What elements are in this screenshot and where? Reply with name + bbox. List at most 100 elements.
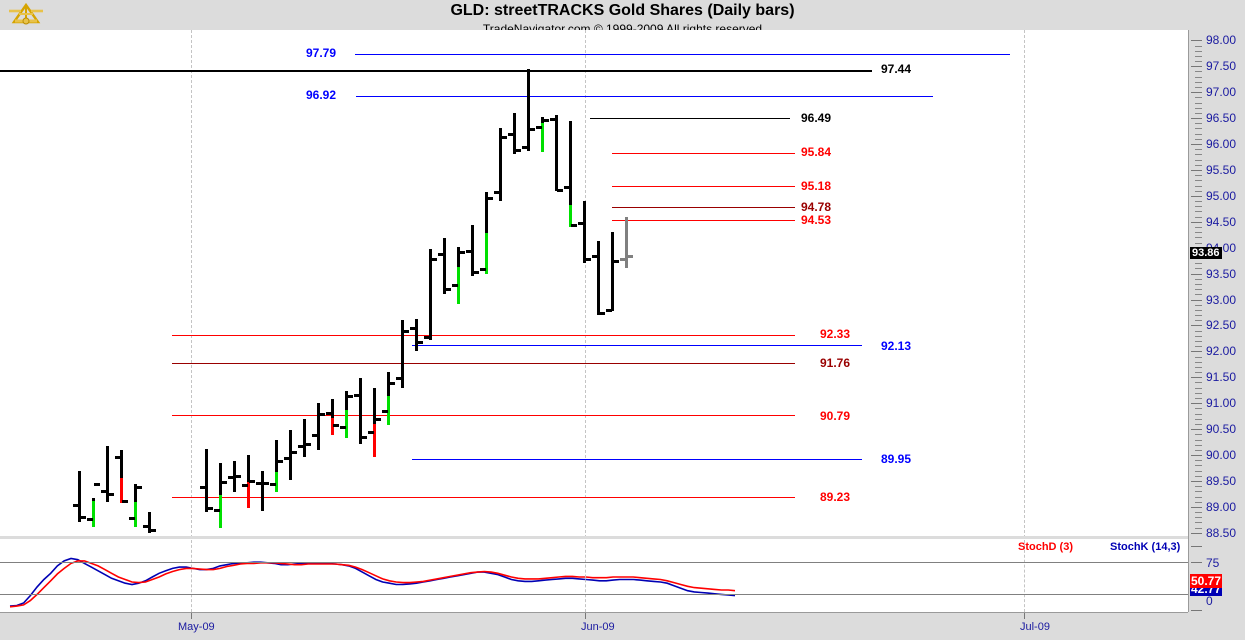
ohlc-bar [569, 121, 572, 205]
price-tick-90-50 [1191, 429, 1202, 431]
ohlc-close-tick [529, 128, 535, 132]
panel-separator [0, 536, 1188, 539]
ohlc-close-tick [613, 260, 619, 264]
ohlc-close-tick [389, 382, 395, 386]
date-label-jun: Jun-09 [581, 621, 615, 633]
ohlc-bar [134, 483, 137, 502]
date-label-jul: Jul-09 [1020, 621, 1050, 633]
price-plot[interactable]: TradeNavigator.com [0, 30, 1188, 538]
ohlc-close-tick [501, 135, 507, 139]
level-label-96-92: 96.92 [306, 88, 337, 102]
ohlc-close-tick [221, 480, 227, 484]
level-line-89-23 [172, 497, 795, 498]
ohlc-close-tick [445, 288, 451, 292]
ohlc-open-tick [578, 221, 584, 225]
price-minor-tick [1195, 496, 1202, 498]
ohlc-bar [541, 117, 544, 123]
date-tick-jul [1024, 613, 1025, 619]
ohlc-bar [120, 477, 123, 503]
ohlc-open-tick [214, 508, 220, 512]
stoch-tick-0 [1191, 610, 1202, 611]
price-minor-tick [1195, 149, 1202, 151]
price-axis-label-93-00: 93.00 [1206, 292, 1237, 307]
price-minor-tick [1195, 382, 1202, 384]
price-axis-label-89-50: 89.50 [1206, 473, 1237, 488]
level-line-95-84 [612, 153, 795, 154]
ohlc-bar [247, 455, 250, 482]
price-minor-tick [1195, 372, 1202, 374]
ohlc-bar [457, 267, 460, 304]
ohlc-close-tick [207, 506, 213, 510]
price-minor-tick [1195, 226, 1202, 228]
level-label-89-95: 89.95 [881, 452, 912, 466]
ohlc-open-tick [270, 483, 276, 487]
price-minor-tick [1195, 486, 1202, 488]
price-tick-96-50 [1191, 118, 1202, 120]
level-line-91-76 [172, 363, 795, 364]
ohlc-bar [401, 320, 404, 388]
price-minor-tick [1195, 512, 1202, 514]
date-axis[interactable] [0, 612, 1245, 640]
ohlc-open-tick [73, 504, 79, 508]
ohlc-bar [275, 471, 278, 493]
ohlc-open-tick [200, 486, 206, 490]
ohlc-bar [611, 232, 614, 311]
price-tick-95-00 [1191, 195, 1202, 197]
price-minor-tick [1195, 268, 1202, 270]
ohlc-bar [443, 238, 446, 295]
ohlc-close-tick [627, 254, 633, 258]
level-line-94-78 [612, 207, 795, 208]
level-line-89-95 [412, 459, 862, 460]
ohlc-close-tick [319, 412, 325, 416]
ohlc-bar [597, 241, 600, 316]
ohlc-bar [373, 387, 376, 425]
price-minor-tick [1195, 460, 1202, 462]
chart-title: GLD: streetTRACKS Gold Shares (Daily bar… [450, 2, 795, 19]
price-minor-tick [1195, 392, 1202, 394]
level-label-91-76: 91.76 [820, 356, 851, 370]
price-axis-label-90-50: 90.50 [1206, 422, 1237, 437]
ohlc-open-tick [101, 490, 107, 494]
ohlc-open-tick [424, 335, 430, 339]
price-minor-tick [1195, 190, 1202, 192]
price-tick-97-00 [1191, 92, 1202, 94]
ohlc-bar [359, 378, 362, 444]
price-tick-90-00 [1191, 455, 1202, 457]
level-line-97-79 [355, 54, 1010, 55]
ohlc-bar [92, 500, 95, 527]
ohlc-open-tick [256, 482, 262, 486]
price-minor-tick [1195, 341, 1202, 343]
ohlc-close-tick [361, 436, 367, 440]
price-tick-98-00 [1191, 40, 1202, 42]
ohlc-open-tick [143, 524, 149, 528]
price-minor-tick [1195, 361, 1202, 363]
price-minor-tick [1195, 138, 1202, 140]
gridline-jun [585, 30, 586, 538]
ohlc-open-tick [508, 132, 514, 136]
ohlc-open-tick [129, 517, 135, 521]
price-minor-tick [1195, 123, 1202, 125]
price-axis-label-89-00: 89.00 [1206, 499, 1237, 514]
price-minor-tick [1195, 133, 1202, 135]
date-axis-line [0, 612, 1188, 613]
price-minor-tick [1195, 87, 1202, 89]
ohlc-open-tick [284, 457, 290, 461]
price-tick-88-50 [1191, 532, 1202, 534]
stochastic-panel[interactable] [0, 540, 1188, 612]
level-label-95-84: 95.84 [801, 145, 832, 159]
ohlc-bar [120, 449, 123, 478]
ohlc-open-tick [396, 377, 402, 381]
price-minor-tick [1195, 491, 1202, 493]
ohlc-close-tick [347, 394, 353, 398]
gridline-jul [1024, 30, 1025, 538]
ohlc-bar [387, 396, 390, 425]
price-minor-tick [1195, 112, 1202, 114]
price-minor-tick [1195, 159, 1202, 161]
ohlc-bar [457, 246, 460, 268]
ohlc-open-tick [242, 484, 248, 488]
price-minor-tick [1195, 81, 1202, 83]
ohlc-close-tick [291, 450, 297, 454]
price-minor-tick [1195, 309, 1202, 311]
price-minor-tick [1195, 470, 1202, 472]
ohlc-open-tick [438, 252, 444, 256]
